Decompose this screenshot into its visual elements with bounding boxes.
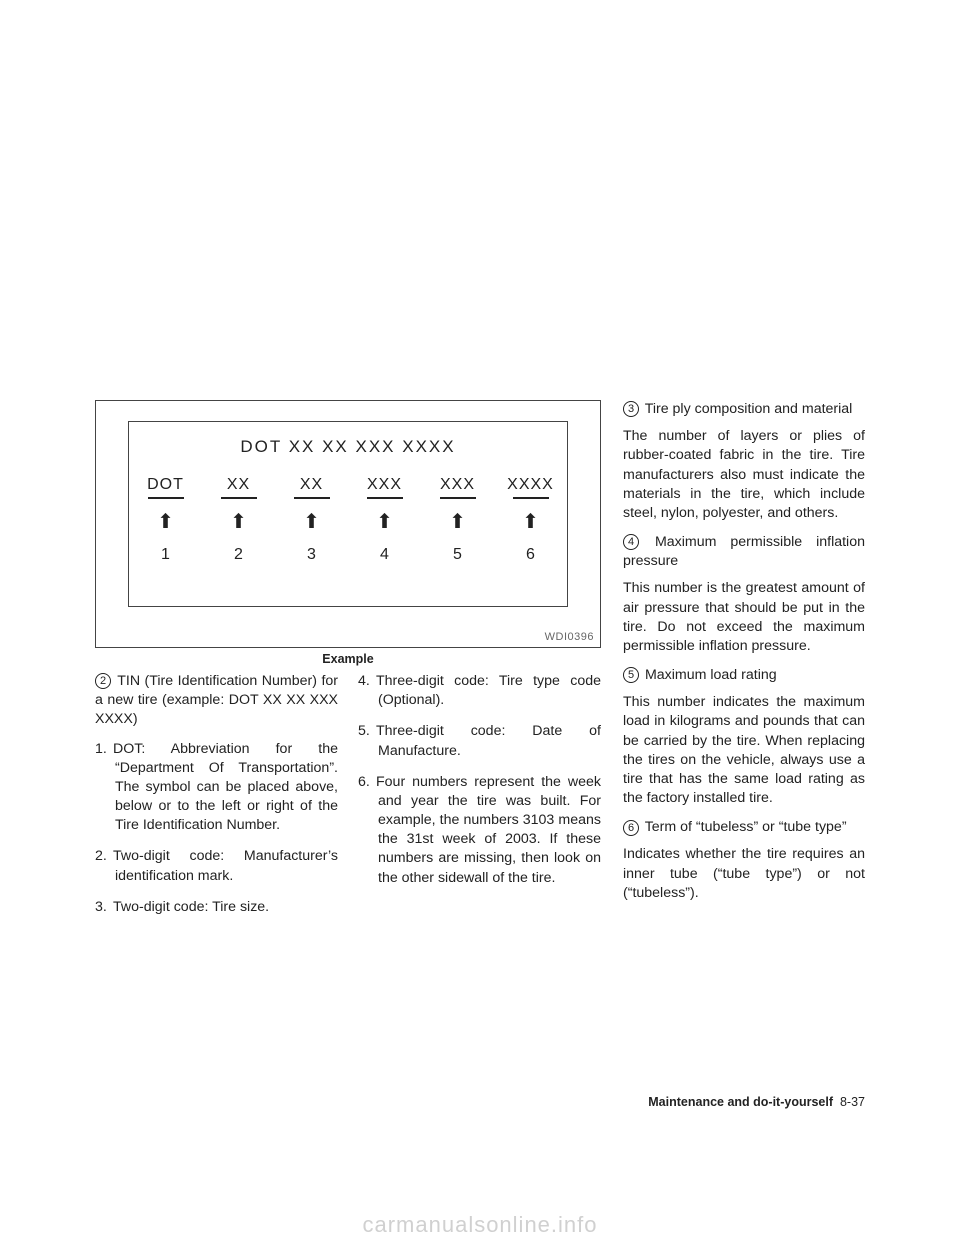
footer-page-number: 8-37 [840, 1095, 865, 1109]
arrow-up-icon: ⬆ [134, 512, 198, 532]
lower-two-columns: 2 TIN (Tire Identification Number) for a… [95, 672, 601, 929]
diagram-segments: DOT XX XX XXX XXX XXXX [129, 476, 567, 499]
diagram-code: WDI0396 [545, 631, 594, 643]
circled-number-icon: 4 [623, 534, 639, 550]
watermark: carmanualsonline.info [0, 1212, 960, 1242]
text-column-2: 4.Three-digit code: Tire type code (Opti… [358, 672, 601, 929]
arrow-up-icon: ⬆ [353, 512, 417, 532]
arrow-up-icon: ⬆ [280, 512, 344, 532]
list-item: 2.Two-digit code: Manufacturer’s identif… [95, 847, 338, 885]
diagram-arrows: ⬆ ⬆ ⬆ ⬆ ⬆ ⬆ [129, 512, 567, 532]
diagram-segment: DOT [134, 476, 198, 499]
text-column-1: 2 TIN (Tire Identification Number) for a… [95, 672, 338, 929]
block-body: This number indicates the maximum load i… [623, 693, 865, 808]
list-item: 1.DOT: Abbreviation for the “Department … [95, 740, 338, 836]
diagram-number: 1 [134, 546, 198, 564]
tin-list: 1.DOT: Abbreviation for the “Department … [95, 740, 338, 917]
diagram-segment: XXX [426, 476, 490, 499]
block-body: This number is the greatest amount of ai… [623, 579, 865, 656]
diagram-segment: XXX [353, 476, 417, 499]
left-block: DOT XX XX XXX XXXX DOT XX XX XXX XXX XXX… [95, 400, 601, 929]
block-heading: 5 Maximum load rating [623, 666, 865, 685]
list-item: 4.Three-digit code: Tire type code (Opti… [358, 672, 601, 710]
block-heading: 4 Maximum permissible inflation pressure [623, 533, 865, 571]
diagram-number: 2 [207, 546, 271, 564]
list-item: 6.Four numbers represent the week and ye… [358, 773, 601, 888]
diagram-segment: XX [280, 476, 344, 499]
arrow-up-icon: ⬆ [499, 512, 563, 532]
circled-number-icon: 5 [623, 667, 639, 683]
circled-number-icon: 2 [95, 673, 111, 689]
block-body: Indicates whether the tire requires an i… [623, 845, 865, 903]
diagram-number: 4 [353, 546, 417, 564]
arrow-up-icon: ⬆ [207, 512, 271, 532]
tin-list-cont: 4.Three-digit code: Tire type code (Opti… [358, 672, 601, 888]
tin-lead: 2 TIN (Tire Identification Number) for a… [95, 672, 338, 730]
diagram-numbers: 1 2 3 4 5 6 [129, 546, 567, 564]
diagram-top-line: DOT XX XX XXX XXXX [129, 437, 567, 457]
footer-section: Maintenance and do-it-yourself [648, 1095, 833, 1109]
diagram-number: 6 [499, 546, 563, 564]
list-item: 3.Two-digit code: Tire size. [95, 898, 338, 917]
circled-number-icon: 3 [623, 401, 639, 417]
diagram-segment: XX [207, 476, 271, 499]
tin-diagram-inner: DOT XX XX XXX XXXX DOT XX XX XXX XXX XXX… [128, 421, 568, 607]
tin-diagram-frame: DOT XX XX XXX XXXX DOT XX XX XXX XXX XXX… [95, 400, 601, 648]
diagram-caption: Example [95, 652, 601, 666]
text-column-3: 3 Tire ply composition and material The … [623, 400, 865, 929]
arrow-up-icon: ⬆ [426, 512, 490, 532]
block-body: The number of layers or plies of rubber-… [623, 427, 865, 523]
diagram-number: 5 [426, 546, 490, 564]
page-footer: Maintenance and do-it-yourself 8-37 [648, 1095, 865, 1109]
manual-page: DOT XX XX XXX XXXX DOT XX XX XXX XXX XXX… [0, 0, 960, 1242]
diagram-number: 3 [280, 546, 344, 564]
list-item: 5.Three-digit code: Date of Manufacture. [358, 722, 601, 760]
diagram-segment: XXXX [499, 476, 563, 499]
content-area: DOT XX XX XXX XXXX DOT XX XX XXX XXX XXX… [95, 400, 865, 929]
tin-lead-text: TIN (Tire Identification Number) for a n… [95, 673, 338, 727]
block-heading: 3 Tire ply composition and material [623, 400, 865, 419]
block-heading: 6 Term of “tubeless” or “tube type” [623, 818, 865, 837]
circled-number-icon: 6 [623, 820, 639, 836]
